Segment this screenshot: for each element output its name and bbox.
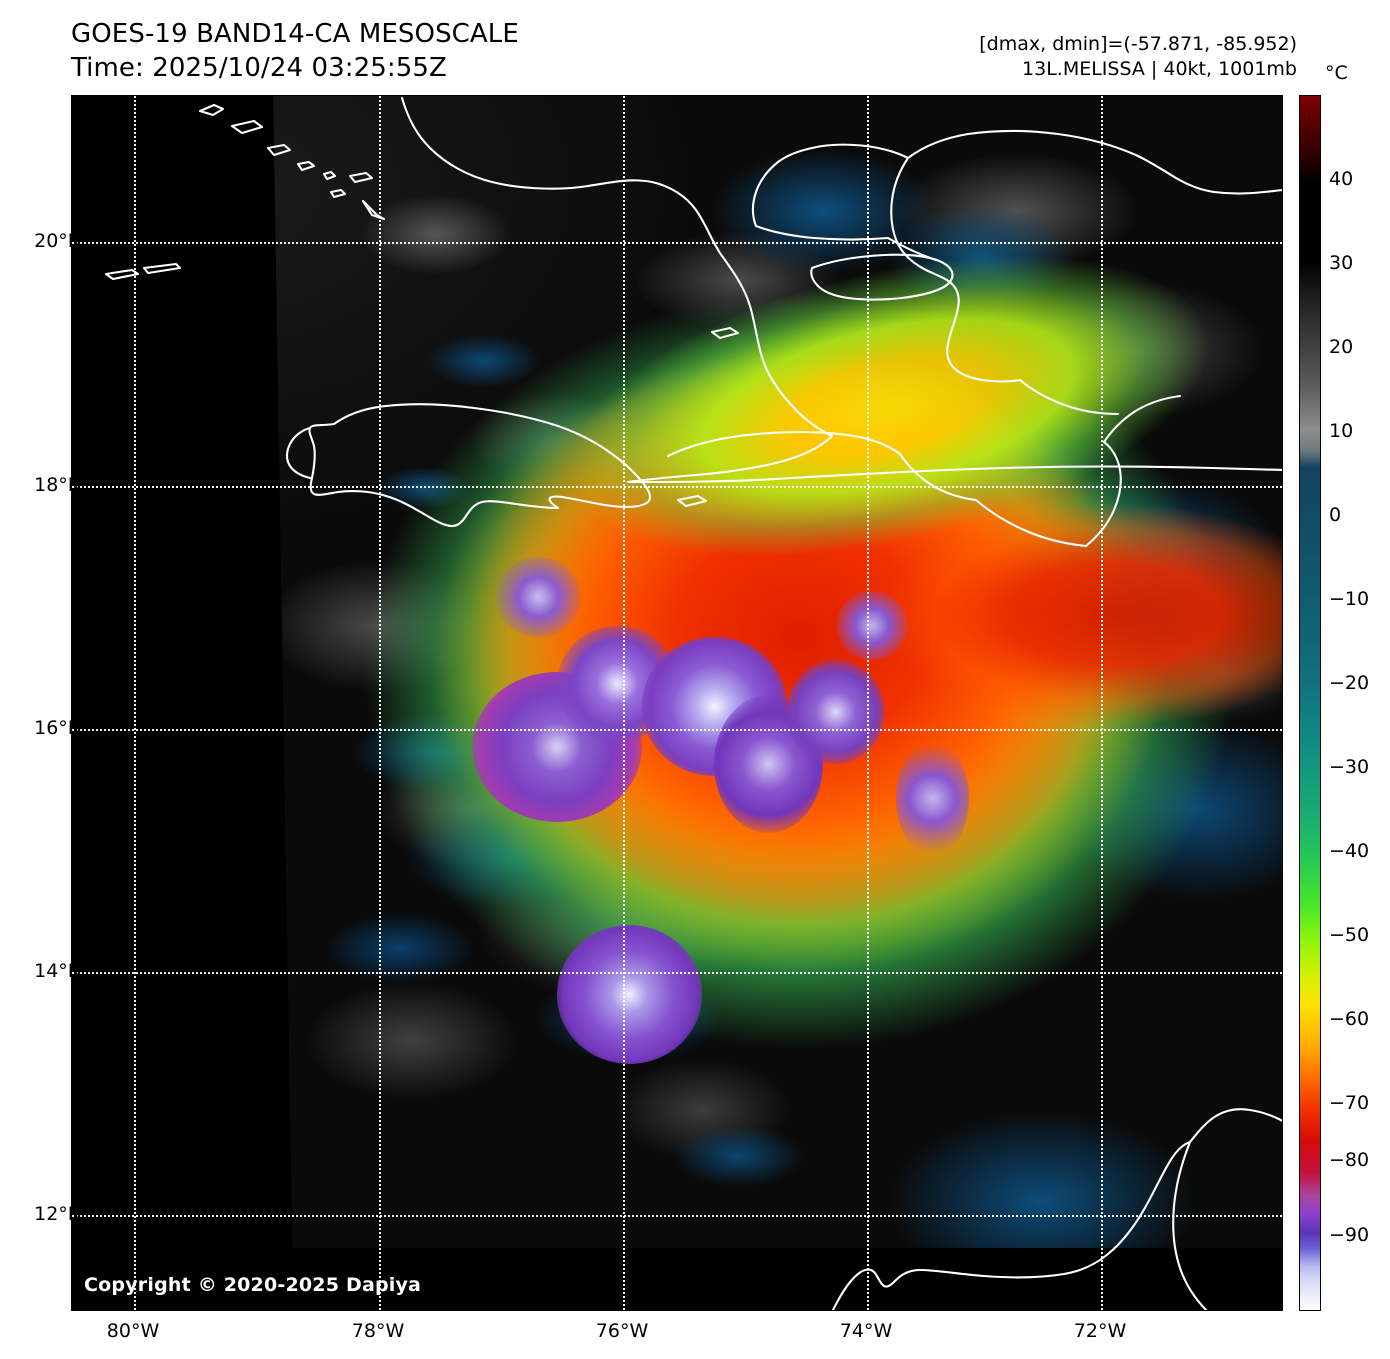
coastline-bahamas-cays	[198, 103, 225, 117]
convective-burst	[896, 741, 969, 857]
colorbar-tick: 10	[1329, 420, 1354, 442]
colorbar-tick: 40	[1329, 168, 1354, 190]
colorbar-tick: 0	[1329, 504, 1342, 526]
coastline-jamaica	[308, 403, 652, 528]
coastline-bahamas-cays	[296, 160, 316, 172]
gridline-lat-12n	[72, 1215, 1282, 1217]
colorbar-unit-label: °C	[1325, 62, 1348, 84]
colorbar-tick: −90	[1329, 1224, 1370, 1246]
coastline-bahamas-cays	[361, 199, 386, 221]
colorbar-tick: −40	[1329, 840, 1370, 862]
xtick-label: 72°W	[1073, 1320, 1127, 1342]
gridline-lat-20n	[72, 242, 1282, 244]
title-block: GOES-19 BAND14-CA MESOSCALE Time: 2025/1…	[71, 18, 519, 86]
gridline-lat-14n	[72, 972, 1282, 974]
gridline-lon-76w	[623, 96, 625, 1310]
colorbar-tick: 20	[1329, 336, 1354, 358]
xtick-label: 76°W	[595, 1320, 649, 1342]
ytick-label: 20°N	[34, 230, 82, 252]
satellite-data-swath	[273, 96, 1282, 1248]
colorbar-tick: −10	[1329, 588, 1370, 610]
colorbar-tick: −60	[1329, 1008, 1370, 1030]
coastline-hispaniola	[666, 129, 1282, 548]
coastline-cay	[142, 262, 182, 275]
ytick-label: 12°N	[34, 1203, 82, 1225]
colorbar-tick: −80	[1329, 1149, 1370, 1171]
coastline-overlay	[104, 96, 1282, 1310]
timestamp-label: Time: 2025/10/24 03:25:55Z	[71, 52, 447, 83]
data-range-label: [dmax, dmin]=(-57.871, -85.952)	[979, 33, 1297, 55]
metadata-block: [dmax, dmin]=(-57.871, -85.952) 13L.MELI…	[979, 32, 1297, 81]
coastline-cay	[104, 268, 140, 281]
colorbar-tick: −20	[1329, 672, 1370, 694]
copyright-label: Copyright © 2020-2025 Dapiya	[84, 1274, 422, 1296]
colorbar-tick: −50	[1329, 924, 1370, 946]
ytick-label: 14°N	[34, 960, 82, 982]
coastline-bahamas-cays	[230, 119, 264, 135]
convective-burst	[835, 591, 909, 661]
xtick-label: 78°W	[351, 1320, 405, 1342]
xtick-label: 74°W	[839, 1320, 893, 1342]
coastline-cuba	[400, 96, 1282, 484]
page-title: GOES-19 BAND14-CA MESOSCALE	[71, 19, 519, 49]
coastline-jamaica-west-tip	[285, 426, 312, 480]
gridline-lat-18n	[72, 486, 1282, 488]
coastline-bahamas-cays	[329, 188, 347, 199]
ytick-label: 16°N	[34, 717, 82, 739]
colorbar-tick: −70	[1329, 1092, 1370, 1114]
gridline-lon-72w	[1101, 96, 1103, 1310]
coastline-gonave-island	[810, 253, 954, 301]
gridline-lon-80w	[134, 96, 136, 1310]
colorbar-tick: 30	[1329, 252, 1354, 274]
coastline-small-islet	[710, 326, 740, 340]
gridline-lon-74w	[867, 96, 869, 1310]
colorbar-tick: −30	[1329, 756, 1370, 778]
coastline-bahamas-cays	[266, 143, 292, 157]
coastline-bahamas-cays	[322, 170, 337, 181]
convective-burst	[556, 925, 703, 1064]
gridline-lon-78w	[379, 96, 381, 1310]
ytick-label: 18°N	[34, 474, 82, 496]
satellite-image-plot: Copyright © 2020-2025 Dapiya	[71, 95, 1283, 1311]
colorbar	[1299, 95, 1321, 1311]
gridline-lat-16n	[72, 729, 1282, 731]
convective-burst	[496, 556, 582, 638]
coastline-small-islet	[676, 494, 708, 508]
coastline-south-america	[831, 1108, 1282, 1310]
storm-info-label: 13L.MELISSA | 40kt, 1001mb	[1022, 57, 1297, 80]
xtick-label: 80°W	[106, 1320, 160, 1342]
coastline-bahamas-cays	[348, 171, 374, 184]
